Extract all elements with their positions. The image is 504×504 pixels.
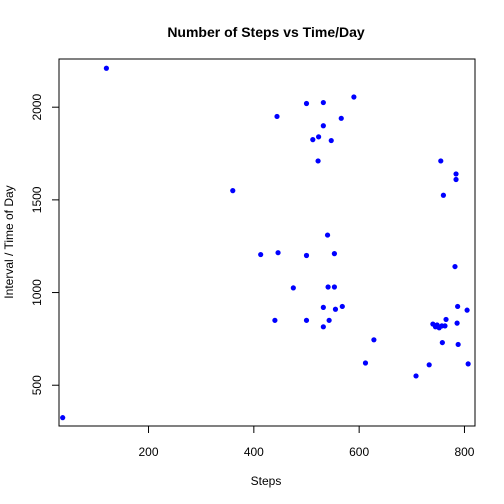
- data-point: [332, 306, 339, 312]
- plot-frame: [58, 58, 476, 427]
- data-point: [272, 317, 278, 323]
- data-point: [258, 251, 264, 258]
- data-point: [443, 316, 449, 323]
- data-point: [310, 137, 316, 143]
- data-point: [371, 337, 377, 343]
- data-point: [442, 323, 448, 329]
- x-axis: 200 400 600 800: [139, 425, 475, 459]
- y-tick-label: 1000: [30, 279, 44, 306]
- data-point: [320, 324, 326, 330]
- data-point: [230, 188, 236, 194]
- data-point: [303, 100, 310, 107]
- data-point: [438, 158, 444, 164]
- data-point: [320, 123, 326, 129]
- data-point: [328, 137, 334, 144]
- data-point: [320, 99, 326, 106]
- x-tick-label: 200: [139, 445, 159, 459]
- y-axis: 500 1000 1500 2000: [30, 94, 60, 395]
- x-tick-label: 800: [454, 445, 474, 459]
- y-tick-label: 1500: [30, 186, 44, 213]
- data-point: [440, 192, 447, 198]
- data-point: [315, 158, 321, 164]
- data-point: [290, 285, 296, 291]
- data-point: [465, 361, 471, 367]
- x-tick-label: 400: [244, 445, 264, 459]
- y-tick-label: 2000: [30, 94, 44, 121]
- data-point: [331, 284, 338, 290]
- data-point: [103, 65, 109, 71]
- data-point: [339, 303, 345, 310]
- data-point: [326, 317, 332, 323]
- data-point: [452, 263, 458, 270]
- data-point: [454, 320, 460, 326]
- y-tick-label: 500: [30, 375, 44, 395]
- x-tick-label: 600: [349, 445, 369, 459]
- data-point: [464, 307, 470, 313]
- data-point: [453, 171, 459, 177]
- data-point: [455, 303, 461, 310]
- data-point: [303, 317, 310, 323]
- data-point: [60, 415, 66, 421]
- data-point: [338, 115, 344, 121]
- data-point: [320, 304, 326, 310]
- x-axis-label: Steps: [251, 474, 282, 488]
- data-point: [331, 251, 338, 257]
- data-point: [455, 341, 461, 348]
- data-point: [426, 362, 432, 368]
- data-point: [303, 252, 310, 259]
- y-axis-label: Interval / Time of Day: [2, 185, 16, 298]
- data-point: [275, 250, 281, 256]
- data-point: [325, 284, 331, 290]
- chart-title: Number of Steps vs Time/Day: [167, 24, 365, 40]
- data-point: [324, 232, 331, 238]
- data-point: [316, 134, 322, 140]
- data-point: [439, 339, 445, 346]
- data-point: [453, 176, 459, 183]
- data-point: [413, 373, 419, 379]
- data-point: [351, 94, 357, 100]
- data-points: [60, 65, 471, 421]
- data-point: [362, 360, 369, 366]
- data-point: [274, 113, 280, 120]
